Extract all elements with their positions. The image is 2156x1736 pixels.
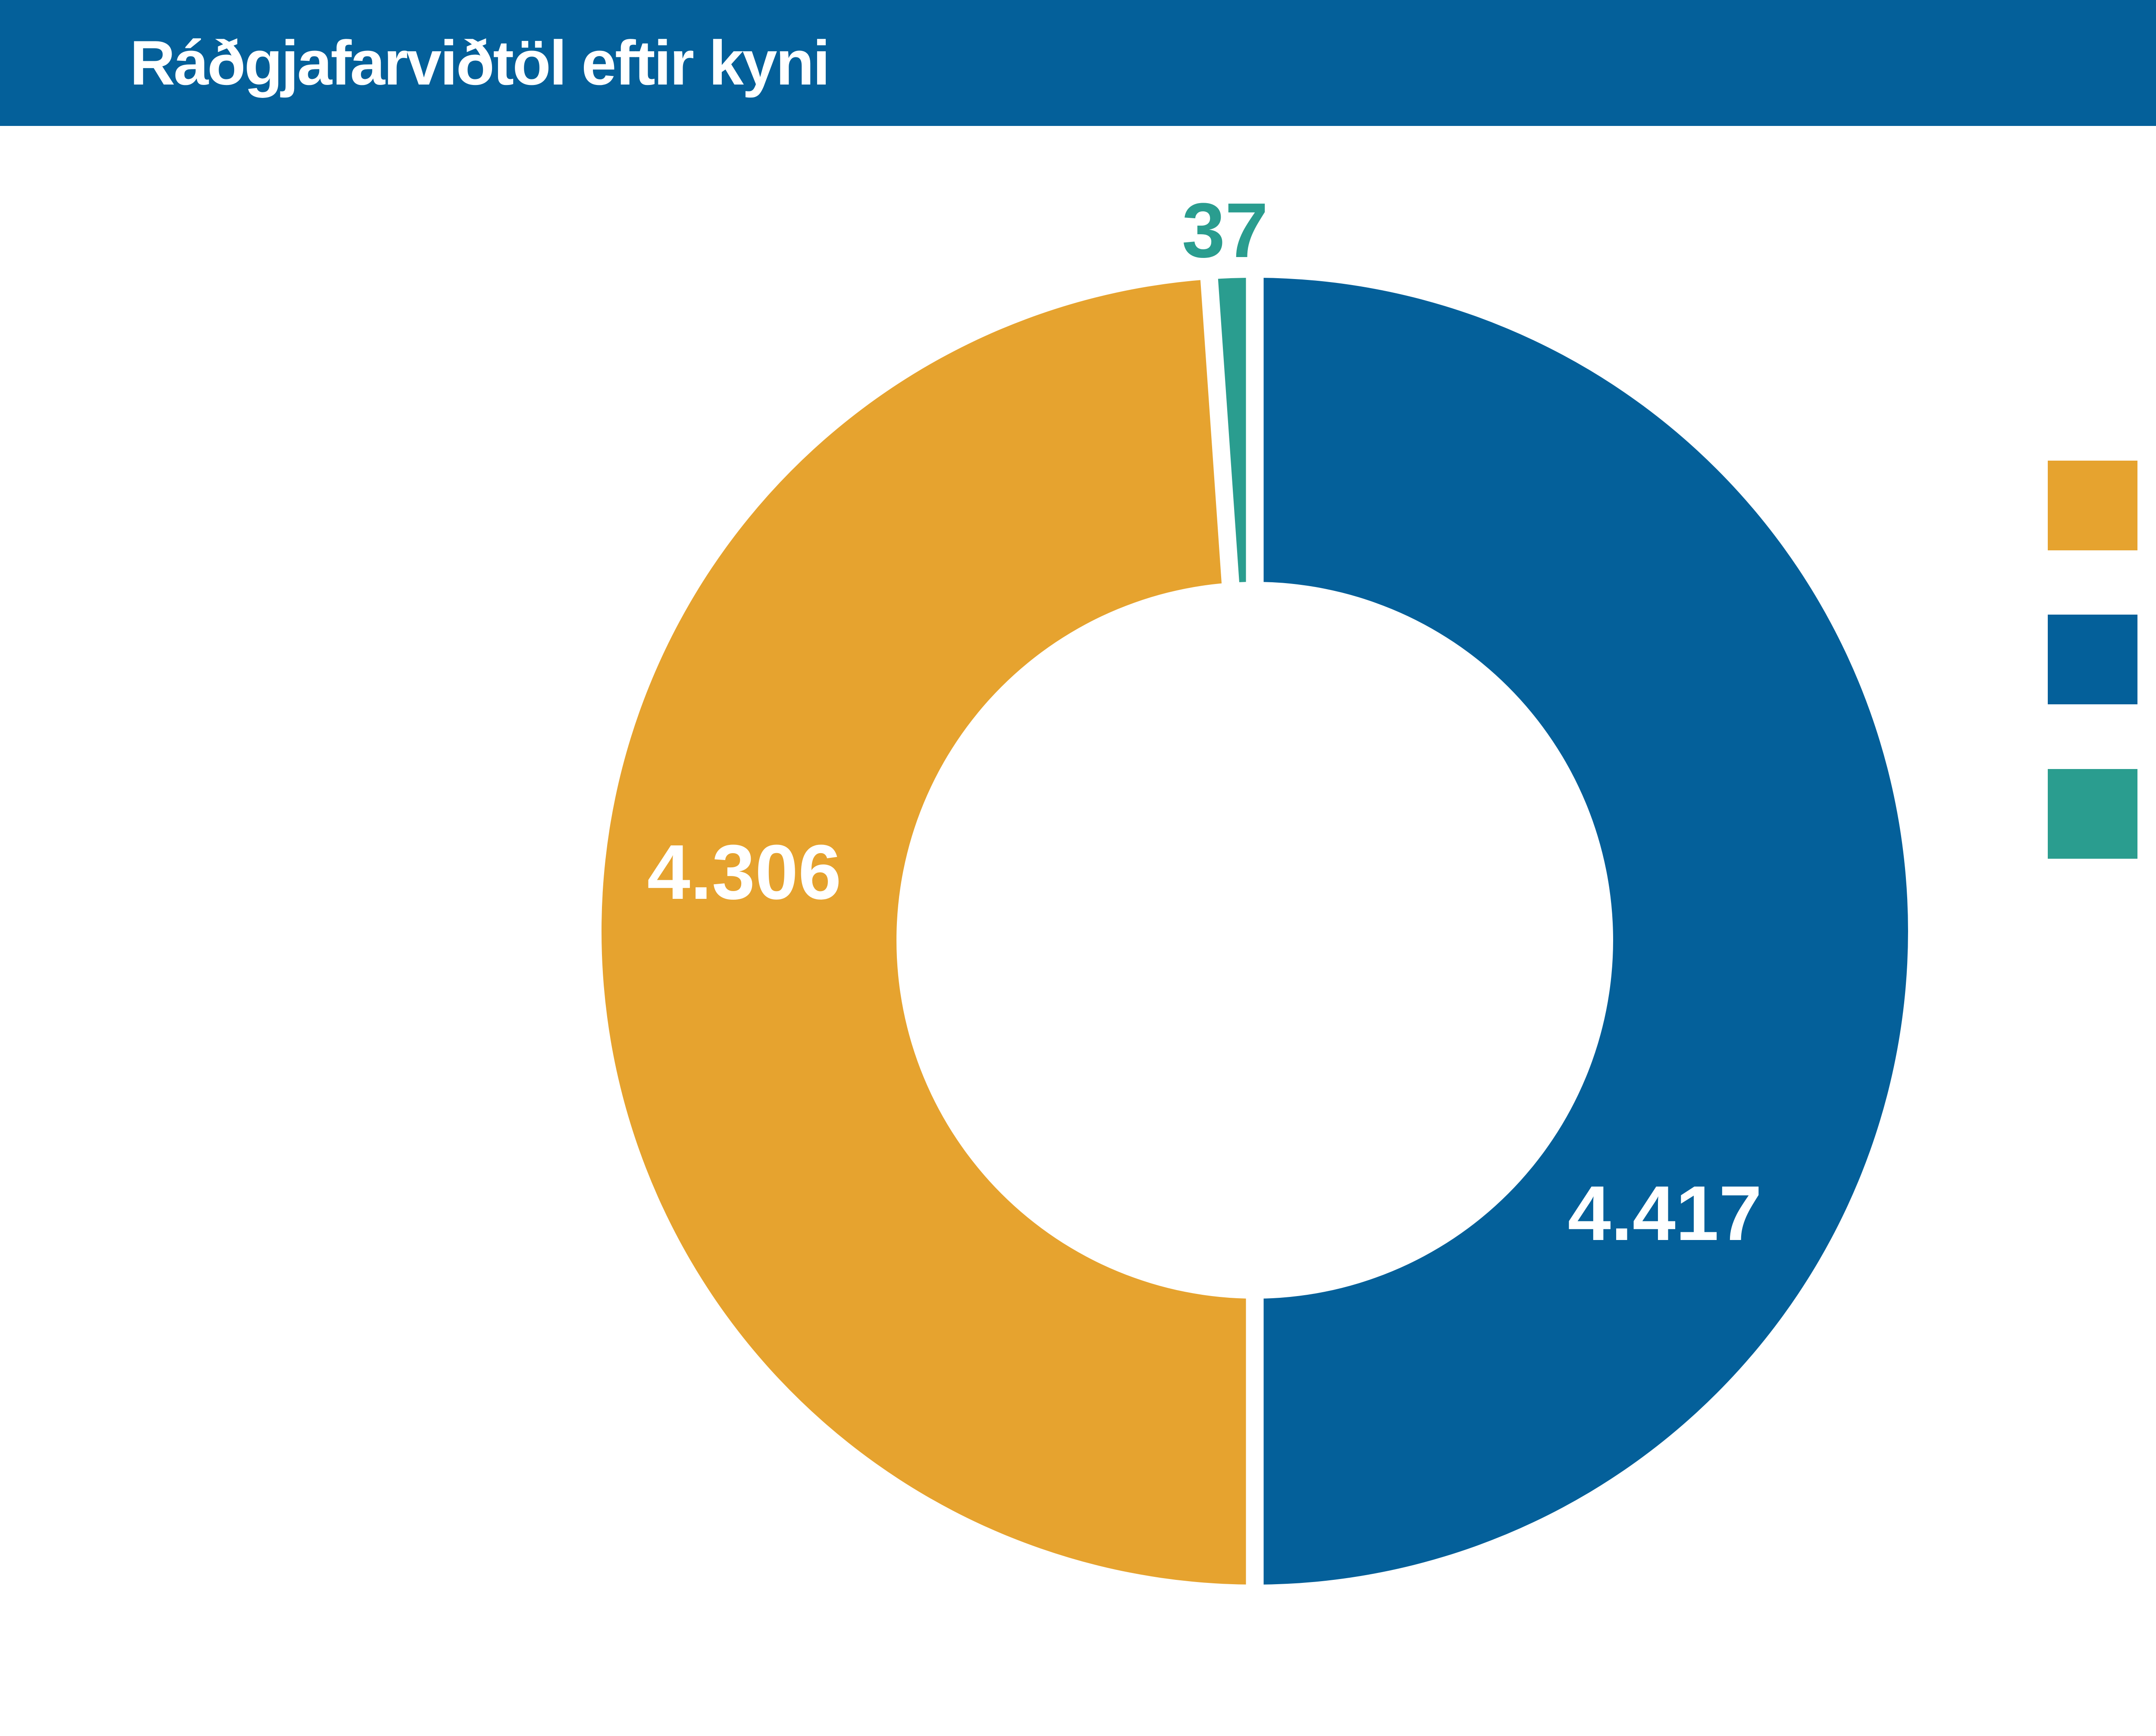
legend-item-kona[interactable]: Kona50,4% <box>2048 615 2156 704</box>
legend-item-karl[interactable]: Karl49,2% <box>2048 461 2156 550</box>
slice-value-label-annad: 37 <box>1181 187 1269 274</box>
legend-swatch-annad <box>2048 769 2137 859</box>
slice-value-label-karl: 4.306 <box>647 829 842 916</box>
title-bar: Ráðgjafarviðtöl eftir kyni <box>0 0 2156 126</box>
slice-value-label-kona: 4.417 <box>1567 1170 1762 1257</box>
donut-hole <box>896 582 1613 1299</box>
legend-swatch-kona <box>2048 615 2137 704</box>
legend-swatch-karl <box>2048 461 2137 550</box>
chart-title: Ráðgjafarviðtöl eftir kyni <box>130 28 830 98</box>
legend-item-annad[interactable]: Annað0,4% <box>2048 769 2156 859</box>
